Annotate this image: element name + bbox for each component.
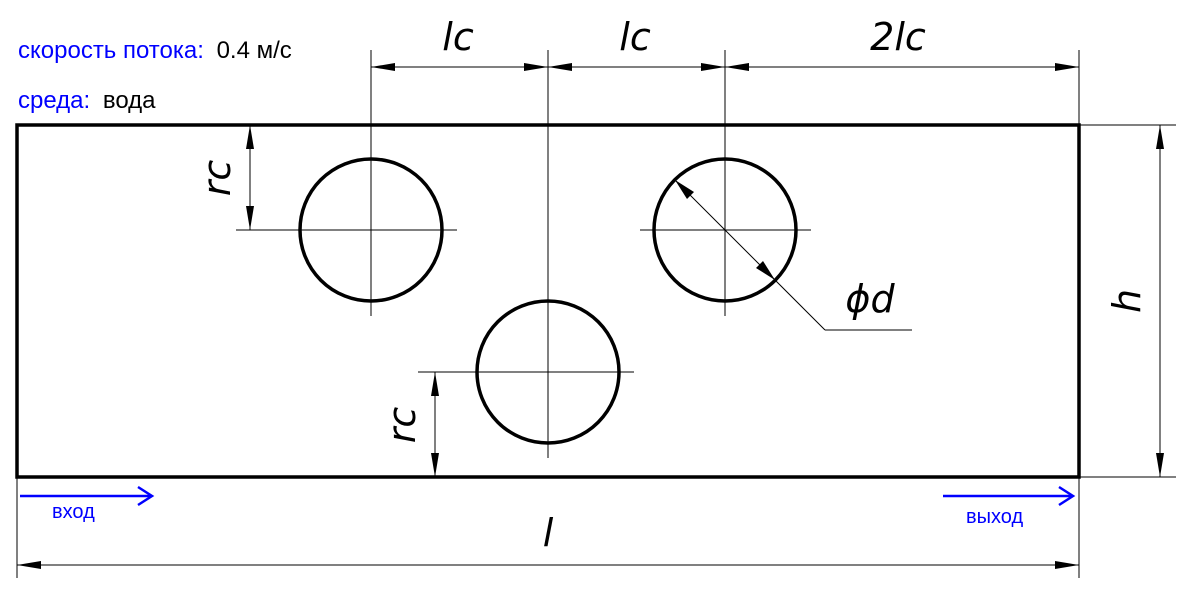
inlet-label: вход: [52, 501, 95, 523]
arrowhead: [246, 206, 254, 230]
dim-diameter: ϕd: [845, 277, 895, 321]
dim-lc-2: lc: [619, 15, 651, 59]
dim-line-diameter: [674, 179, 826, 331]
arrowhead: [371, 63, 395, 71]
arrowhead: [725, 63, 749, 71]
medium-value: вода: [103, 87, 156, 114]
arrowhead: [675, 180, 694, 199]
arrowhead: [431, 453, 439, 477]
arrowhead: [1055, 63, 1079, 71]
arrowhead: [524, 63, 548, 71]
arrowhead: [17, 561, 41, 569]
dim-2lc: 2lc: [870, 15, 926, 59]
arrowhead: [431, 372, 439, 396]
arrowhead: [1055, 561, 1079, 569]
outlet-arrowhead-icon: [1058, 485, 1076, 507]
dim-lc-1: lc: [442, 15, 474, 59]
arrowhead: [548, 63, 572, 71]
dim-length: l: [543, 511, 554, 555]
outlet-label: выход: [966, 506, 1023, 528]
arrowhead: [1156, 453, 1164, 477]
speed-line: скорость потока: 0.4 м/с: [18, 37, 292, 64]
speed-value: 0.4 м/с: [217, 37, 292, 64]
arrowhead: [701, 63, 725, 71]
inlet-arrowhead-icon: [137, 485, 155, 507]
medium-line: среда: вода: [18, 87, 156, 114]
dim-rc-top: rc: [195, 160, 239, 197]
arrowhead: [756, 261, 775, 280]
arrowhead: [1156, 125, 1164, 149]
speed-label: скорость потока:: [18, 37, 204, 64]
dim-rc-bottom: rc: [380, 407, 424, 444]
dim-height: h: [1105, 289, 1149, 313]
medium-label: среда:: [18, 87, 90, 114]
arrowhead: [246, 125, 254, 149]
